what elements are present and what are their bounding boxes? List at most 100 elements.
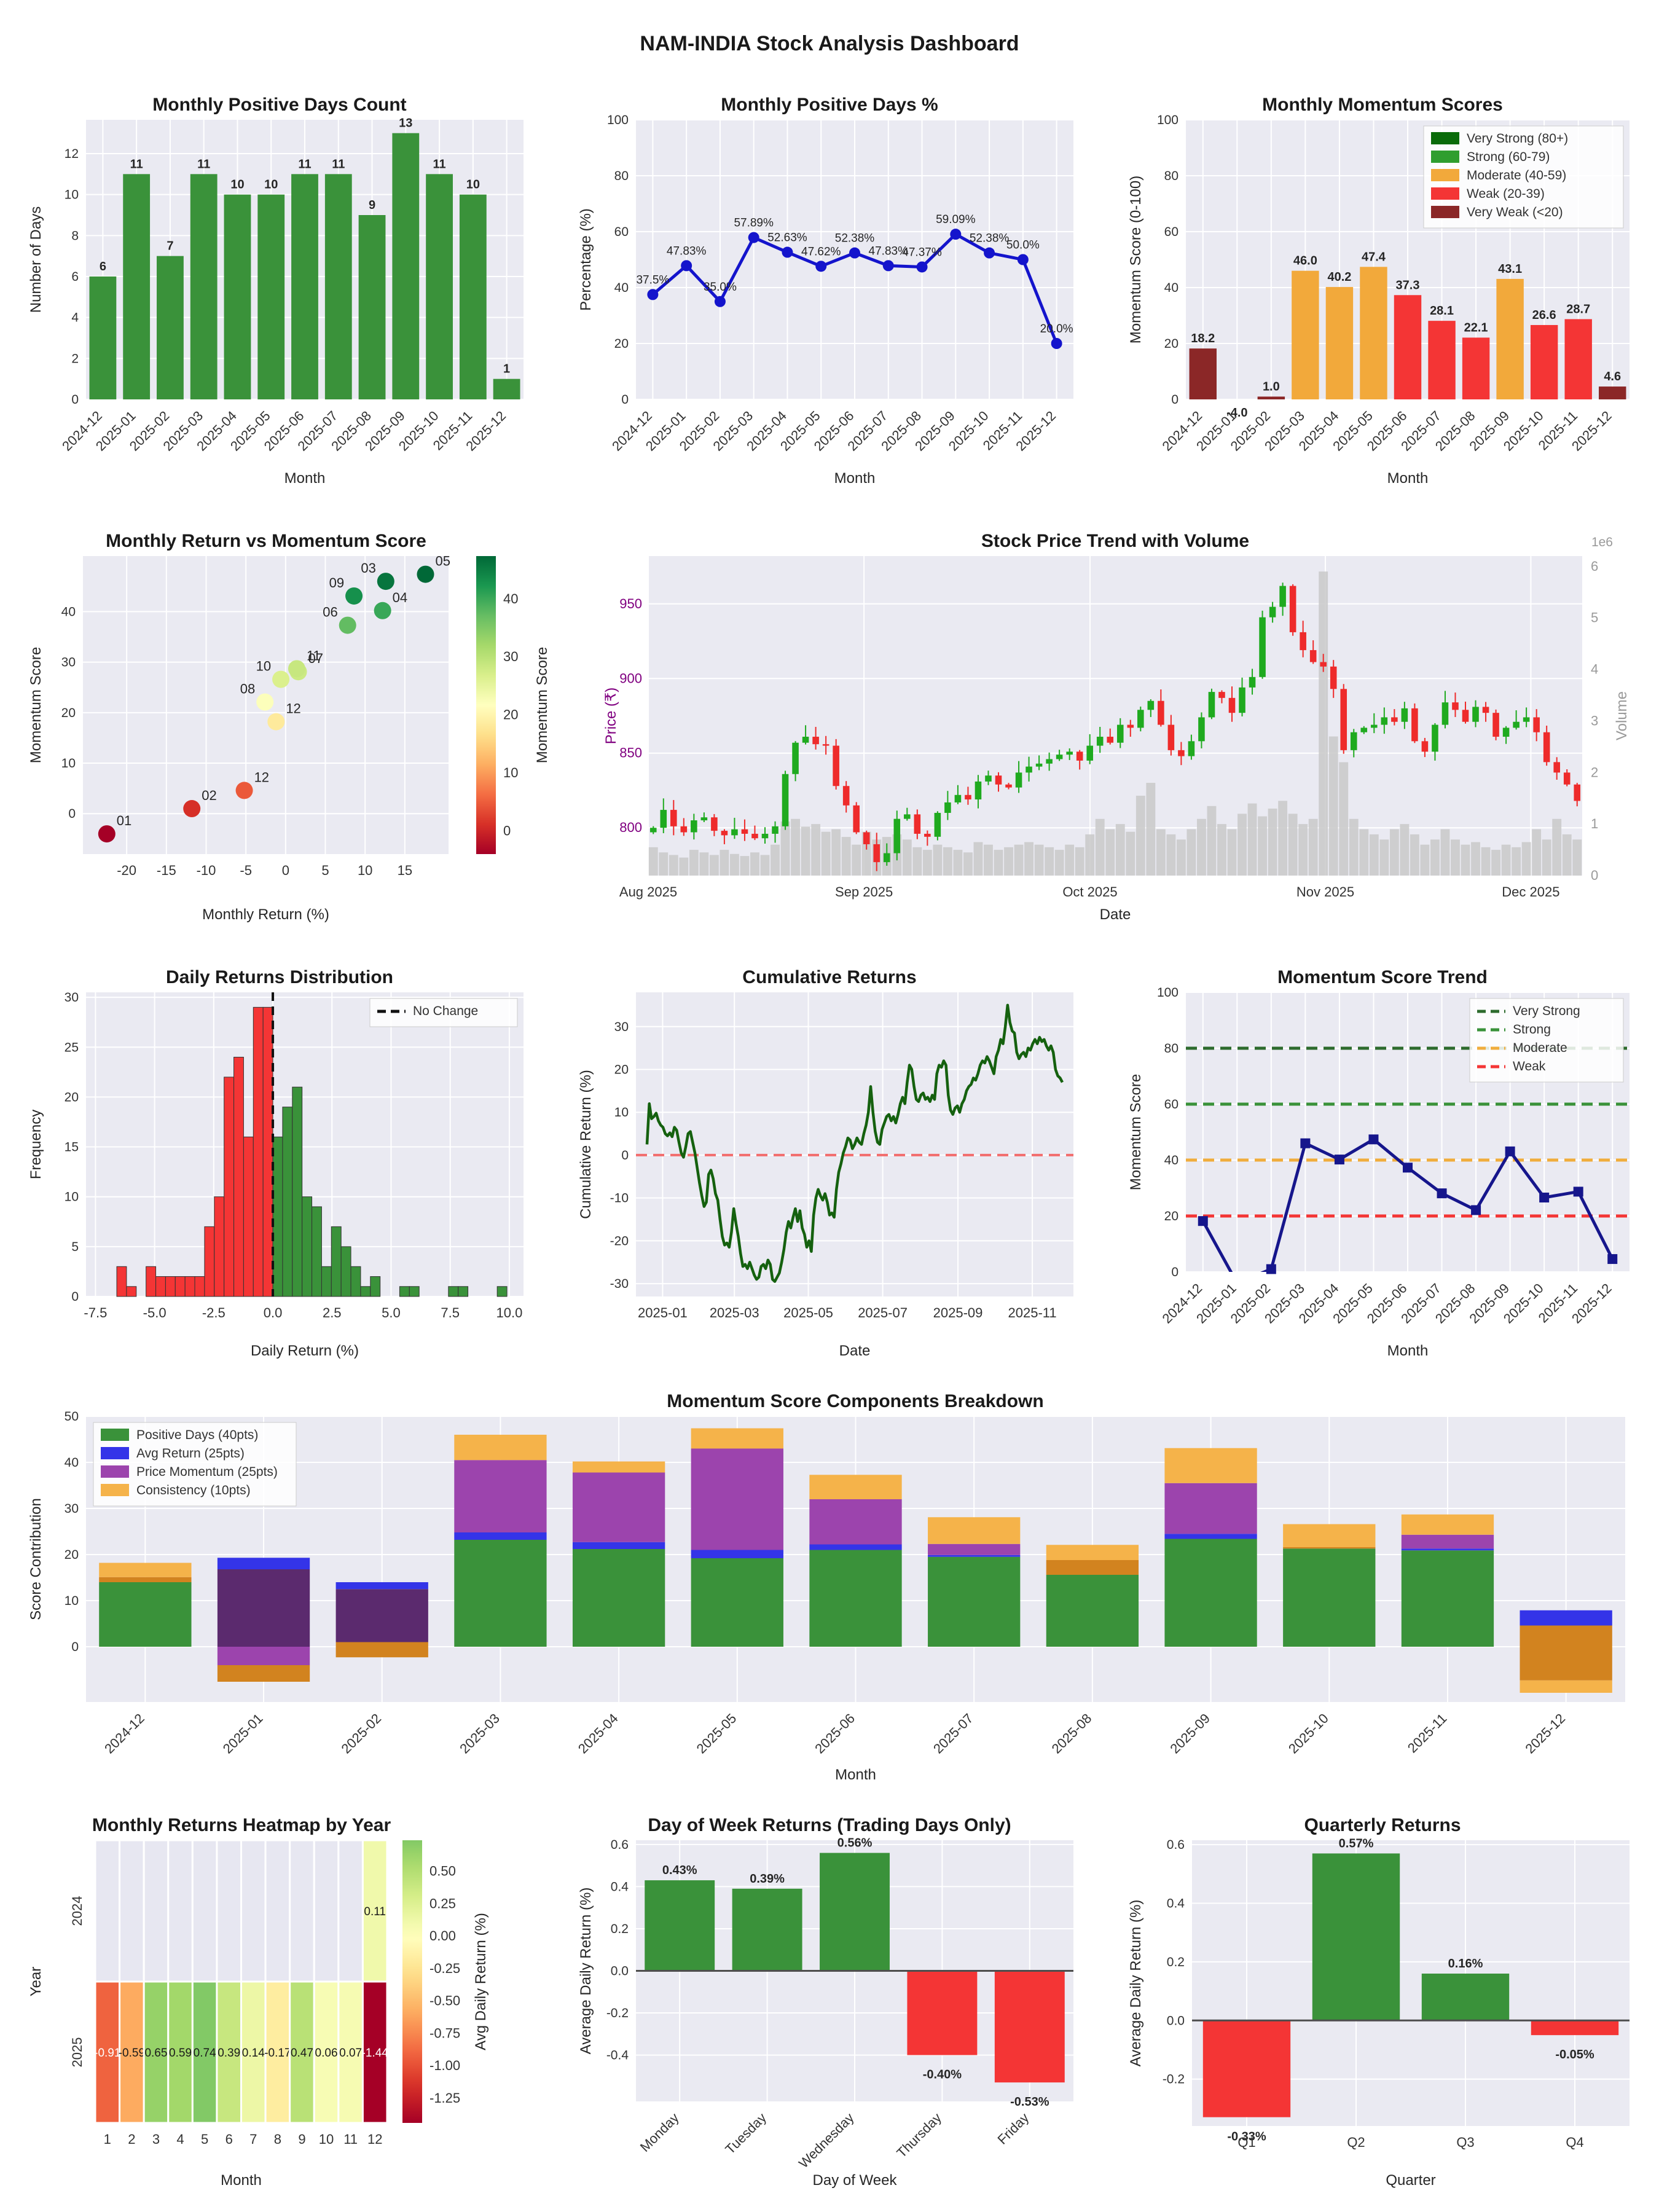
chart-cumulative-returns: Cumulative Returns -30 -20 -10 0 10 20 30 2025-0… [575, 959, 1084, 1364]
bar [224, 194, 251, 399]
volume-bar [1227, 829, 1237, 876]
cell-value: 0.39 [218, 2047, 240, 2060]
bar-value-label: 43.1 [1498, 262, 1522, 276]
legend-label: Consistency (10pts) [136, 1483, 251, 1497]
x-axis-label: Quarter [1386, 2172, 1435, 2189]
data-point [1334, 1155, 1344, 1165]
bar [459, 194, 487, 399]
x-axis-label: Date [839, 1343, 871, 1359]
candle-body [893, 818, 901, 853]
y-tick-label: 2 [71, 351, 79, 366]
bar-value-label: 1.0 [1263, 380, 1280, 393]
volume-bar [1278, 801, 1288, 876]
bar-value-label: 1 [503, 363, 510, 376]
y-tick-label: 5 [71, 1240, 79, 1254]
legend-swatch [1431, 151, 1459, 163]
candle-body [1452, 702, 1459, 710]
volume-bar [1054, 850, 1064, 876]
stack-segment [1283, 1524, 1376, 1547]
volume-bar [1562, 834, 1572, 876]
y-tick-label: 80 [1164, 1041, 1179, 1056]
bar-value-label: 7 [167, 240, 173, 253]
stack-segment [454, 1540, 547, 1647]
x-tick-label: 2025-10 [1285, 1711, 1332, 1757]
volume-bar [1420, 844, 1430, 876]
y-tick-label: 8 [71, 229, 79, 243]
chart-title: Daily Returns Distribution [165, 967, 394, 987]
data-point [782, 246, 793, 258]
stack-segment [335, 1582, 428, 1590]
x-axis-label: Month [835, 1767, 876, 1783]
hist-bar [458, 1286, 469, 1297]
colorbar-tick: -0.25 [429, 1961, 460, 1976]
point-label: 07 [308, 651, 323, 666]
stack-segment [1520, 1625, 1612, 1681]
volume-bar [1085, 834, 1095, 876]
heatmap-cell [191, 1839, 218, 1983]
candle-body [721, 831, 728, 836]
x-tick-label: 2025-11 [1008, 1305, 1057, 1320]
stack-segment [1164, 1448, 1257, 1483]
volume-bar [902, 839, 912, 876]
cell-value: 0.06 [315, 2047, 338, 2060]
x-axis-label: Day of Week [813, 2172, 898, 2189]
volume-bar [973, 842, 983, 876]
legend-label: No Change [413, 1004, 478, 1018]
volume-bar [760, 855, 770, 876]
y-axis-label: Average Daily Return (%) [1128, 1900, 1144, 2067]
volume-bar [831, 829, 841, 876]
stack-segment [1046, 1575, 1139, 1647]
y-tick-label: 10 [614, 1105, 629, 1120]
stack-segment [1401, 1550, 1494, 1647]
bar [157, 256, 184, 399]
volume-bar [1075, 847, 1084, 876]
stack-segment [1164, 1534, 1257, 1539]
volume-bar [1045, 847, 1054, 876]
stack-segment [572, 1549, 665, 1647]
stack-segment [928, 1543, 1021, 1555]
hist-bar [272, 1136, 283, 1297]
x-tick-label: -10 [197, 863, 216, 878]
volume-bar [1014, 844, 1024, 876]
legend-label: Very Strong [1513, 1004, 1580, 1018]
bar [1530, 324, 1558, 399]
data-point [1051, 338, 1062, 349]
x-axis-label: Month [284, 470, 326, 487]
y-tick-label: 40 [1164, 1153, 1179, 1167]
x-axis-label: Month [834, 470, 876, 487]
hist-bar [233, 1056, 244, 1297]
point-label: 05 [435, 554, 450, 569]
hist-bar [282, 1107, 293, 1297]
point-label: 52.63% [767, 232, 807, 245]
chart-title: Monthly Positive Days Count [152, 95, 407, 115]
candle-body [1300, 632, 1306, 651]
y-tick-label: 0.4 [611, 1880, 629, 1894]
x-tick-label: Dec 2025 [1502, 884, 1559, 900]
candle-body [1005, 784, 1012, 788]
volume-bar [852, 844, 861, 876]
candle-body [1127, 724, 1134, 728]
candle-body [1249, 677, 1256, 688]
candle-body [802, 737, 809, 743]
heatmap-cell [143, 1980, 170, 2124]
bar [324, 174, 352, 399]
chart-monthly-positive-days-count: Monthly Positive Days Count 0 2 4 6 8 10 12 6 11 7… [25, 86, 535, 492]
scatter-point [235, 782, 253, 799]
candle-body [1533, 717, 1540, 732]
chart-monthly-positive-days-pct: Monthly Positive Days % 0 20 40 60 80 100 37.5%… [575, 86, 1084, 492]
x-tick-label: 2025-08 [1049, 1711, 1095, 1757]
stack-segment [1401, 1548, 1494, 1551]
data-point [1437, 1188, 1447, 1199]
x-tick-label: 2025-03 [457, 1711, 503, 1757]
data-point [882, 260, 894, 272]
y-tick-label: 12 [65, 147, 79, 161]
y-tick-label: 100 [1157, 986, 1179, 1000]
volume-bar [720, 850, 729, 876]
x-tick-label: 8 [274, 2132, 281, 2147]
bar-value-label: 11 [130, 157, 143, 171]
x-tick-label: 2025-04 [575, 1711, 621, 1757]
heatmap-cell [361, 1980, 388, 2124]
bar-value-label: 13 [399, 117, 412, 130]
heatmap-cell [313, 1839, 340, 1983]
candle-body [965, 794, 971, 800]
